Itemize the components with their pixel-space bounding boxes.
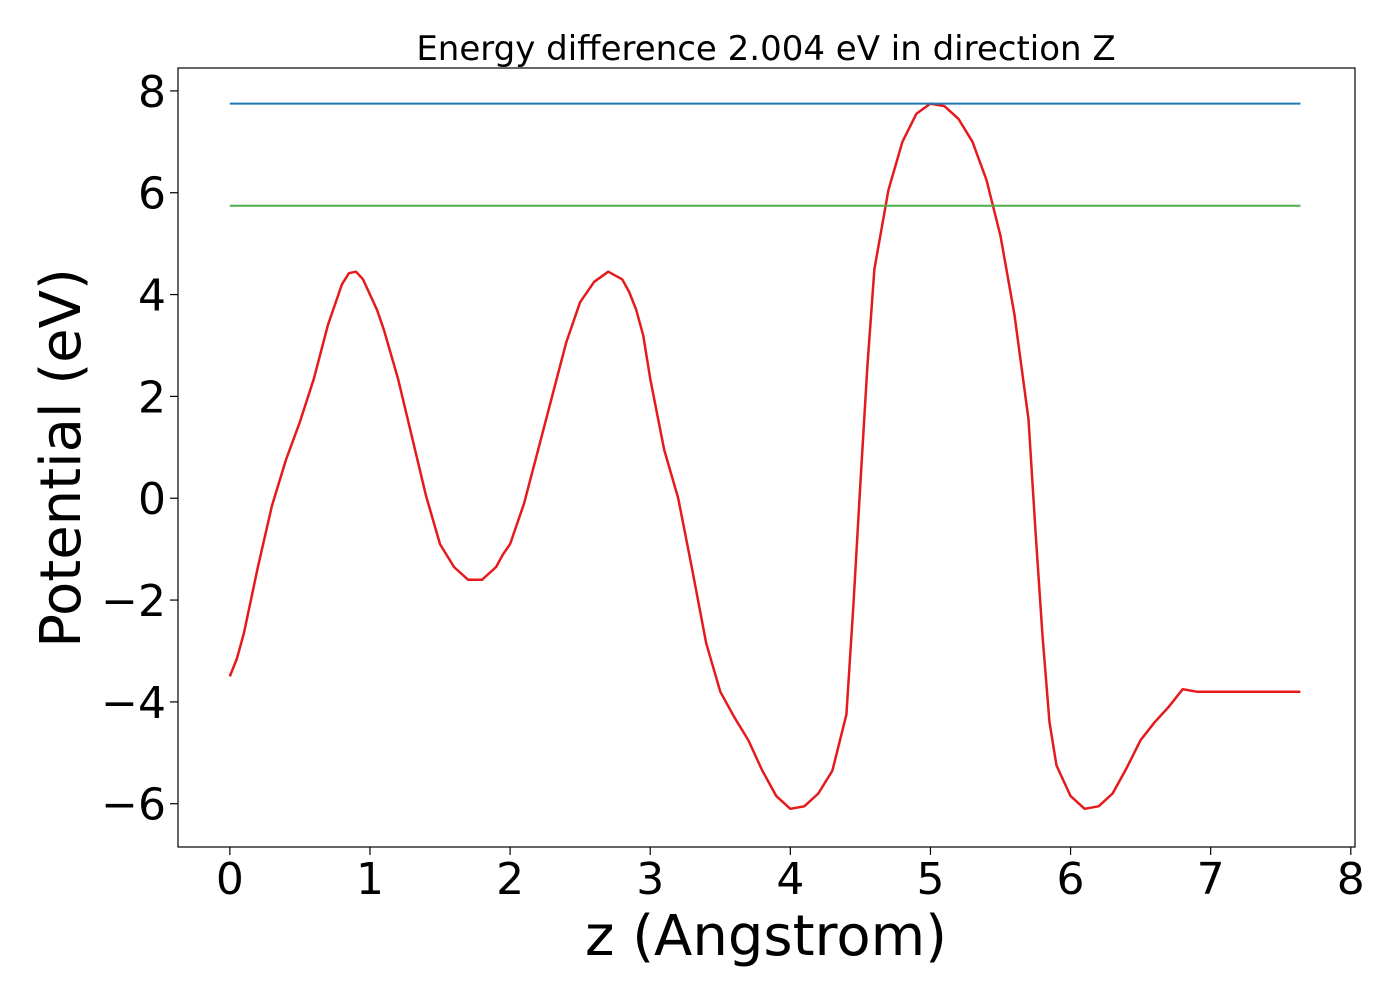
y-axis-label: Potential (eV) [29,268,94,648]
x-tick-label: 3 [636,854,664,905]
y-tick-label: 2 [138,372,166,423]
y-tick-label: −6 [101,780,166,831]
y-tick-label: −2 [101,576,166,627]
y-tick-label: 6 [138,169,166,220]
x-tick-label: 4 [776,854,804,905]
x-axis-ticks: 0 1 2 3 4 5 6 7 8 [216,847,1365,905]
potential-curve [228,102,1301,811]
y-tick-label: 0 [138,474,166,525]
y-tick-label: −4 [101,678,166,729]
x-axis-label: z (Angstrom) [585,904,947,969]
y-tick-label: 4 [138,271,166,322]
x-tick-label: 8 [1337,854,1365,905]
y-axis-ticks: −6 −4 −2 0 2 4 6 8 [101,67,178,831]
x-tick-label: 5 [916,854,944,905]
x-tick-label: 0 [216,854,244,905]
x-tick-label: 6 [1057,854,1085,905]
chart-title: Energy difference 2.004 eV in direction … [416,29,1115,69]
x-tick-label: 2 [496,854,524,905]
x-tick-label: 1 [356,854,384,905]
y-tick-label: 8 [138,67,166,118]
series-layer [228,102,1301,811]
x-tick-label: 7 [1197,854,1225,905]
plot-frame [177,67,1356,848]
